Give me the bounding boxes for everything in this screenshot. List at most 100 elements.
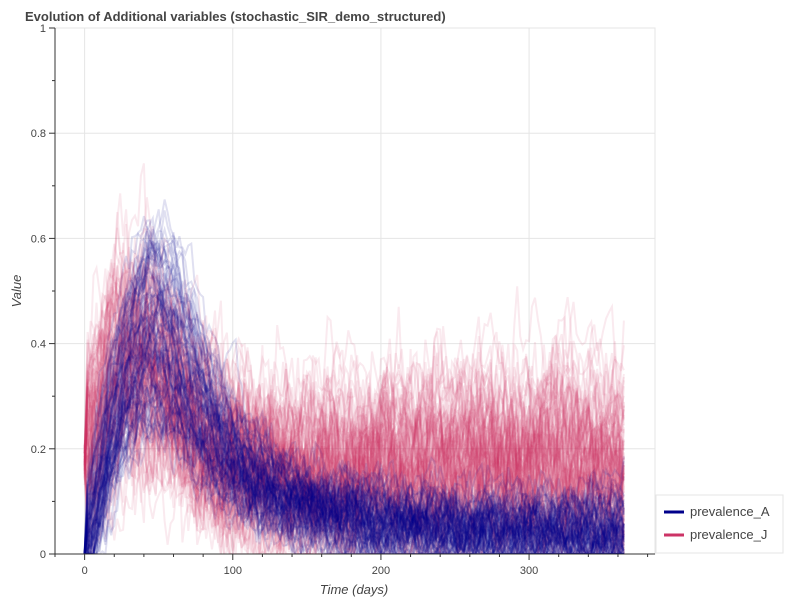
x-tick-label: 300 (520, 565, 538, 577)
series-line-prevalence-a (83, 282, 625, 554)
series-line-prevalence-a (83, 272, 625, 554)
series-line-prevalence-j (83, 280, 625, 554)
series-line-prevalence-j (83, 359, 625, 554)
series-line-prevalence-a (83, 240, 624, 554)
series-line-prevalence-a (83, 416, 625, 554)
series-line-prevalence-j (83, 288, 625, 543)
series-line-prevalence-a (83, 345, 625, 554)
series-line-prevalence-a (84, 269, 625, 554)
y-tick-label: 0.4 (31, 339, 46, 351)
series-line-prevalence-a (83, 215, 625, 554)
series-line-prevalence-a (83, 334, 625, 554)
series-line-prevalence-a (83, 327, 625, 554)
plot-area (83, 163, 625, 554)
series-line-prevalence-j (83, 321, 625, 554)
series-line-prevalence-j (83, 391, 625, 554)
series-line-prevalence-a (83, 324, 625, 554)
series-line-prevalence-a (83, 255, 625, 554)
series-line-prevalence-j (83, 341, 625, 554)
series-line-prevalence-j (83, 343, 625, 554)
legend-label-prevalence-a: prevalence_A (690, 504, 770, 519)
series-line-prevalence-j (83, 351, 625, 554)
series-line-prevalence-j (83, 334, 625, 533)
series-line-prevalence-a (83, 226, 625, 554)
series-line-prevalence-a (84, 228, 625, 554)
series-line-prevalence-j (83, 272, 625, 545)
series-line-prevalence-a (83, 318, 625, 554)
series-line-prevalence-a (84, 299, 624, 554)
series-line-prevalence-a (84, 397, 624, 554)
series-line-prevalence-a (83, 414, 625, 554)
series-line-prevalence-j (83, 239, 625, 554)
series-line-prevalence-a (83, 263, 625, 554)
series-line-prevalence-j (83, 246, 625, 554)
series-line-prevalence-a (84, 376, 625, 554)
series-line-prevalence-a (83, 288, 625, 554)
legend-label-prevalence-j: prevalence_J (690, 527, 767, 542)
series-line-prevalence-j (83, 310, 625, 554)
series-line-prevalence-j (83, 301, 625, 545)
series-line-prevalence-j (83, 252, 625, 547)
series-line-prevalence-a (83, 382, 625, 554)
series-line-prevalence-j (83, 227, 625, 554)
series-line-prevalence-j (83, 346, 625, 554)
series-line-prevalence-a (83, 327, 625, 554)
series-line-prevalence-j (83, 311, 624, 554)
series-line-prevalence-j (83, 332, 625, 554)
series-line-prevalence-a (84, 289, 625, 554)
series-line-prevalence-j (83, 298, 625, 531)
series-line-prevalence-j (83, 308, 625, 535)
series-line-prevalence-j (83, 275, 625, 520)
series-line-prevalence-a (84, 341, 624, 554)
series-line-prevalence-j (83, 296, 625, 554)
series-line-prevalence-j (83, 326, 625, 554)
series-line-prevalence-a (83, 242, 625, 554)
series-line-prevalence-j (83, 348, 625, 554)
series-line-prevalence-a (83, 319, 625, 554)
series-line-prevalence-a (83, 291, 625, 554)
series-line-prevalence-j (83, 388, 625, 554)
series-line-prevalence-j (83, 281, 625, 554)
series-line-prevalence-a (83, 378, 625, 554)
series-line-prevalence-j (83, 385, 625, 554)
series-line-prevalence-a (83, 325, 625, 554)
series-line-prevalence-a (83, 231, 624, 554)
series-line-prevalence-j (83, 269, 625, 533)
series-line-prevalence-j (83, 325, 625, 554)
x-axis-label: Time (days) (320, 582, 389, 597)
series-line-prevalence-j (83, 359, 625, 554)
series-line-prevalence-a (83, 393, 625, 554)
axes: 0 100 200 300 0 0.2 0.4 0.6 0.8 1 (31, 23, 655, 577)
series-line-prevalence-j (83, 250, 625, 552)
series-line-prevalence-j (83, 311, 625, 554)
x-tick-label: 0 (82, 565, 88, 577)
series-line-prevalence-a (83, 301, 625, 554)
series-line-prevalence-j (83, 331, 625, 549)
series-line-prevalence-a (83, 343, 624, 554)
series-line-prevalence-j (83, 356, 625, 554)
series-line-prevalence-j (83, 274, 625, 526)
series-line-prevalence-j (83, 352, 625, 552)
series-line-prevalence-j (83, 318, 625, 554)
series-line-prevalence-j (83, 163, 625, 554)
series-line-prevalence-a (84, 399, 625, 554)
series-line-prevalence-j (83, 262, 625, 554)
series-line-prevalence-a (83, 236, 625, 554)
series-line-prevalence-j (83, 193, 625, 554)
series-line-prevalence-a (83, 399, 624, 554)
series-line-prevalence-j (83, 308, 625, 554)
series-line-prevalence-a (84, 405, 625, 554)
series-line-prevalence-j (83, 401, 625, 554)
series-line-prevalence-j (83, 255, 625, 554)
series-line-prevalence-j (83, 349, 625, 554)
series-line-prevalence-a (83, 321, 625, 554)
series-line-prevalence-a (84, 383, 624, 554)
series-line-prevalence-a (83, 313, 625, 554)
series-line-prevalence-a (84, 395, 625, 554)
series-line-prevalence-a (83, 377, 625, 554)
series-line-prevalence-a (83, 350, 625, 554)
series-line-prevalence-a (84, 307, 625, 554)
x-tick-label: 100 (224, 565, 242, 577)
legend-box (655, 494, 784, 554)
series-line-prevalence-a (83, 327, 625, 554)
